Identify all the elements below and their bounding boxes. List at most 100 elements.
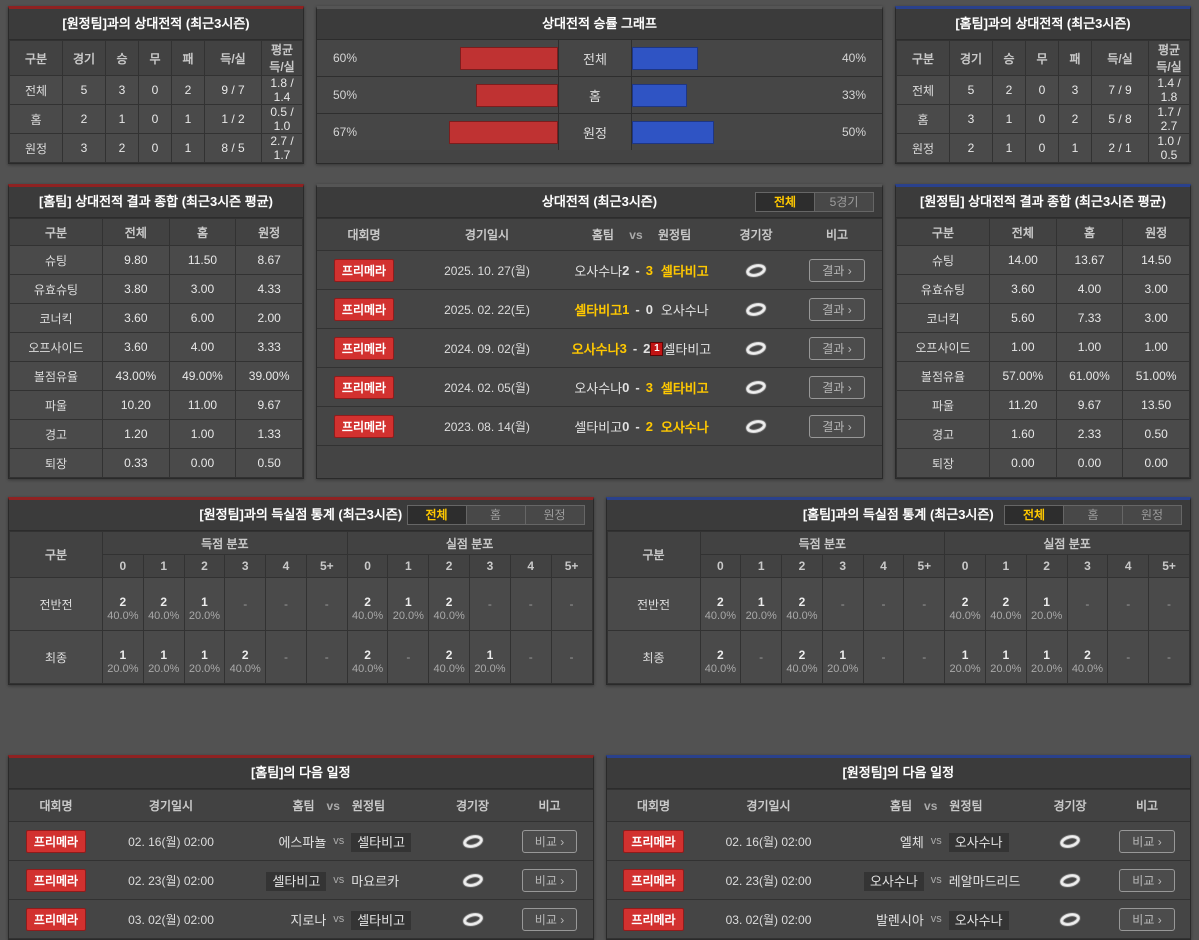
percent-value: 40.0% [148,609,180,622]
stadium-icon[interactable] [461,911,484,927]
table-row: 유효슈팅 3.80 3.00 4.33 [9,274,303,304]
percent-value: 40.0% [229,662,261,675]
teams-wrap: 오사수나 2-3 셀타비고 [564,261,719,280]
dist-row: 전반전 2 40.0% 1 20.0% 2 40.0% - - -2 40.0% 2 40.0% 1 20.… [606,577,1190,631]
league-cell: 프리메라 [317,367,411,407]
compare-button[interactable]: 비교 › [1119,868,1175,892]
header-row: 구분 전체 홈 원정 [896,218,1190,246]
row-label: 최종 [9,630,103,684]
compare-button[interactable]: 비교 › [521,829,578,853]
away-score: 2 [643,340,651,356]
stadium-icon[interactable] [1059,911,1081,927]
cell-value: 13.67 [1055,245,1124,275]
note-cell: 비교 › [506,860,593,900]
dist-cell: 2 40.0% [224,630,267,684]
stadium-icon[interactable] [1059,833,1081,849]
cell-value: 퇴장 [896,448,990,478]
home-team-text: 에스파뇰 [278,834,327,850]
result-button[interactable]: 결과 › [809,414,865,438]
home-team-text: 발렌시아 [875,912,924,928]
tab-전체[interactable]: 전체 [756,193,814,211]
stadium-icon[interactable] [461,872,484,888]
bin-header: 4 [509,554,552,578]
bin-header: 2 [183,554,226,578]
count-value: 2 [364,647,371,662]
compare-button[interactable]: 비교 › [521,868,578,892]
dist-home-title: [홈팀]과의 득실점 통계 (최근3시즌) [802,507,994,522]
count-value: 2 [119,594,127,609]
result-button[interactable]: 결과 › [809,258,865,282]
score: 3-2 [620,341,651,356]
tab-홈[interactable]: 홈 [465,506,525,524]
column-header-note: 비고 [506,789,593,822]
count-value: 2 [445,594,453,609]
panel-h2h-vs-hometeam: [홈팀]과의 상대전적 (최근3시즌) 구분 경기 승 무 패 득/실 평균 득/실 전체 5 2… [895,6,1191,164]
column-header: 구분 [896,40,950,76]
stadium-icon[interactable] [461,833,484,849]
result-button[interactable]: 결과 › [809,336,865,360]
away-score: 3 [645,262,653,278]
panel-stats-hometeam: [홈팀] 상대전적 결과 종합 (최근3시즌 평균) 구분 전체 홈 원정 슈팅 9.80… [8,184,304,479]
header-row: 대회명 경기일시 홈팀 vs 원정팀 경기장 비고 [606,789,1190,822]
tab-홈[interactable]: 홈 [1063,506,1122,524]
red-card-badge: 1 [650,342,664,356]
note-cell: 결과 › [792,289,882,329]
home-score: 1 [622,301,630,317]
row-label: 전반전 [9,577,103,631]
result-button[interactable]: 결과 › [809,297,865,321]
cell-value: 코너킥 [9,303,103,333]
stadium-icon[interactable] [745,340,767,356]
dist-cell: 2 40.0% [428,630,471,684]
cell-value: 전체 [896,75,950,105]
cell-value: 전체 [9,75,63,105]
stadium-icon[interactable] [745,301,767,317]
stadium-icon[interactable] [745,379,767,395]
dist-cell: 1 20.0% [984,630,1027,684]
compare-button[interactable]: 비교 › [1119,829,1175,853]
count-value: 1 [201,594,208,609]
blue-bar [632,46,698,70]
empty-value: - [1167,597,1172,611]
match-datetime: 02. 23(월) 02:00 [700,860,837,900]
cell-value: 2 [949,133,993,163]
stadium-icon[interactable] [745,262,767,278]
dist-cell: 1 20.0% [387,577,430,631]
vs-label: vs [333,835,345,847]
column-header: 구분 [9,40,63,76]
league-badge: 프리메라 [25,907,87,931]
match-row: 프리메라 2024. 09. 02(월) 오사수나 3-2 1 셀타비고 결과 › [317,328,882,368]
note-cell: 결과 › [792,328,882,368]
column-header: 원정 [1122,218,1190,246]
panel-stats-awayteam: [원정팀] 상대전적 결과 종합 (최근3시즌 평균) 구분 전체 홈 원정 슈팅 14.… [895,184,1191,479]
tab-원정[interactable]: 원정 [524,506,584,524]
tab-원정[interactable]: 원정 [1122,506,1181,524]
cell-value: 원정 [9,133,63,163]
count-value: 1 [201,647,208,662]
dist-cell: 1 20.0% [740,577,783,631]
league-cell: 프리메라 [317,328,411,368]
cell-value: 3.60 [102,332,170,362]
column-header: 전체 [102,218,170,246]
tab-전체[interactable]: 전체 [407,506,466,524]
compare-button[interactable]: 비교 › [1119,907,1175,931]
stadium-icon[interactable] [745,418,767,434]
bin-header: 3 [1066,554,1109,578]
bin-header: 3 [469,554,511,578]
dist-cell: - [1148,630,1190,684]
column-header: 무 [1025,40,1059,76]
compare-button[interactable]: 비교 › [521,907,578,931]
stadium-icon[interactable] [1059,872,1081,888]
tab-5경기[interactable]: 5경기 [814,193,873,211]
result-button[interactable]: 결과 › [809,375,865,399]
home-team-name: 셀타비고 [574,302,623,318]
tab-전체[interactable]: 전체 [1005,506,1063,524]
dist-cell: 2 40.0% [699,630,742,684]
home-team-name: 지로나 [240,910,326,929]
cell-value: 5 / 8 [1091,104,1149,134]
teams-cell: 발렌시아 vs 오사수나 [836,899,1036,939]
column-header: 평균 득/실 [261,40,303,76]
percent-value: 40.0% [786,662,818,675]
empty-value: - [881,597,886,611]
cell-value: 1 [171,133,205,163]
